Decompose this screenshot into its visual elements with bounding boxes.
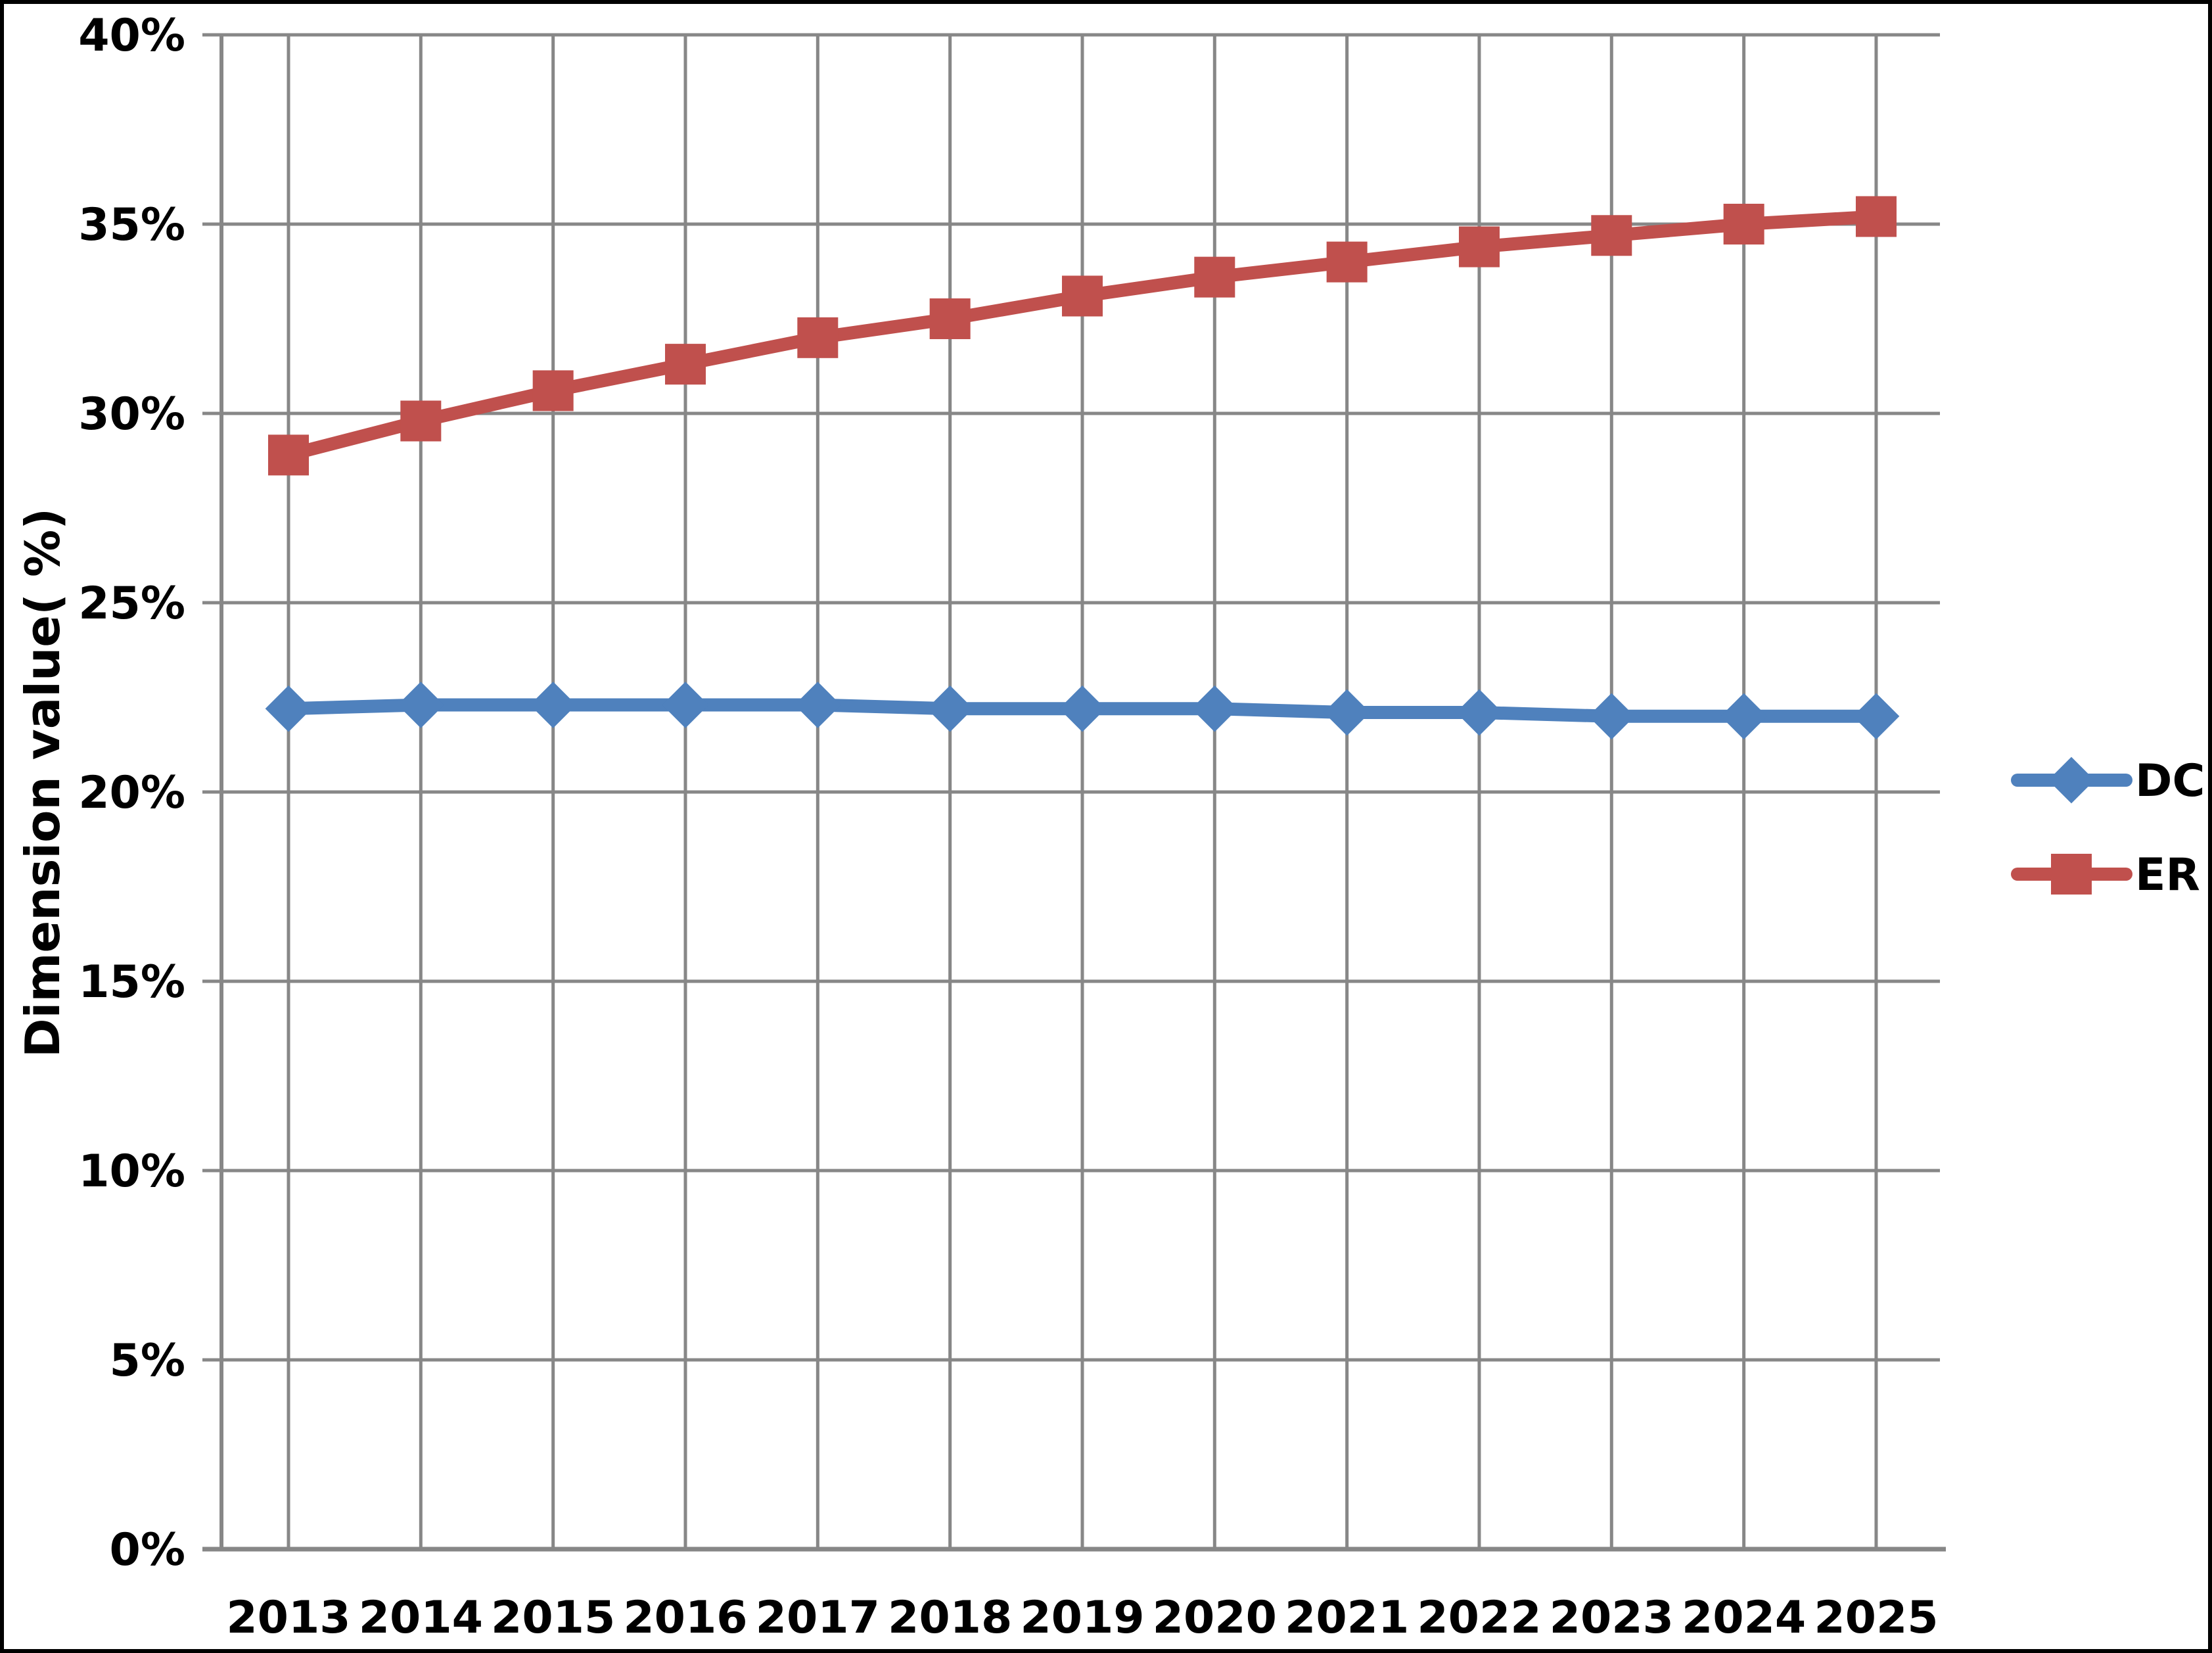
dc-data-point-marker [1588,693,1635,740]
x-tick-label: 2022 [1417,1592,1541,1644]
x-tick-label: 2016 [623,1592,747,1644]
x-tick-label: 2019 [1020,1592,1144,1644]
x-tick-label: 2020 [1153,1592,1277,1644]
y-tick-label: 35% [78,199,185,251]
y-tick-label: 10% [78,1146,185,1198]
x-tick-label: 2013 [226,1592,350,1644]
x-tick-label: 2018 [888,1592,1012,1644]
er-data-point-marker [268,434,309,476]
dc-data-point-marker [662,682,709,728]
y-tick-label: 30% [78,388,185,440]
er-data-point-marker [797,317,839,358]
x-tick-label: 2015 [491,1592,615,1644]
er-data-point-marker [1855,196,1897,237]
er-data-point-marker [1458,226,1500,268]
dc-data-point-marker [794,682,841,728]
x-tick-label: 2017 [756,1592,880,1644]
legend-dc-marker [2048,757,2095,804]
y-tick-label: 0% [110,1524,185,1576]
dc-data-point-marker [1853,693,1900,740]
x-tick-label: 2014 [359,1592,483,1644]
dc-data-point-marker [1059,685,1106,732]
er-data-point-marker [1194,256,1235,298]
chart-svg: 0%5%10%15%20%25%30%35%40%2013 2014 2015 201… [15,10,2205,1644]
y-tick-label: 20% [78,767,185,819]
y-tick-label: 25% [78,578,185,630]
x-tick-label: 2023 [1550,1592,1674,1644]
y-tick-label: 15% [78,956,185,1008]
y-tick-label: 40% [78,10,185,62]
dc-data-point-marker [397,682,444,728]
legend-dc-label: DC [2135,755,2205,807]
legend-er-marker [2051,854,2092,895]
er-data-point-marker [1326,241,1368,283]
y-tick-label: 5% [110,1335,185,1387]
legend-er-label: ER [2135,849,2200,901]
dc-data-point-marker [1324,689,1370,736]
er-data-point-marker [532,370,574,411]
x-tick-label: 2024 [1682,1592,1806,1644]
dc-data-point-marker [1456,689,1503,736]
er-data-point-marker [664,344,706,385]
er-data-point-marker [1591,215,1632,256]
dc-data-point-marker [1720,693,1767,740]
er-data-point-marker [1061,275,1103,317]
er-data-point-marker [1723,204,1764,244]
x-tick-label: 2021 [1285,1592,1409,1644]
dc-data-point-marker [265,685,312,732]
er-data-point-marker [400,400,442,442]
dc-data-point-marker [1191,685,1238,732]
dc-data-point-marker [927,685,974,732]
y-axis-title: Dimension value( %) [15,508,70,1058]
x-tick-label: 2025 [1814,1592,1938,1644]
dc-data-point-marker [530,682,577,728]
er-data-point-marker [929,298,971,339]
